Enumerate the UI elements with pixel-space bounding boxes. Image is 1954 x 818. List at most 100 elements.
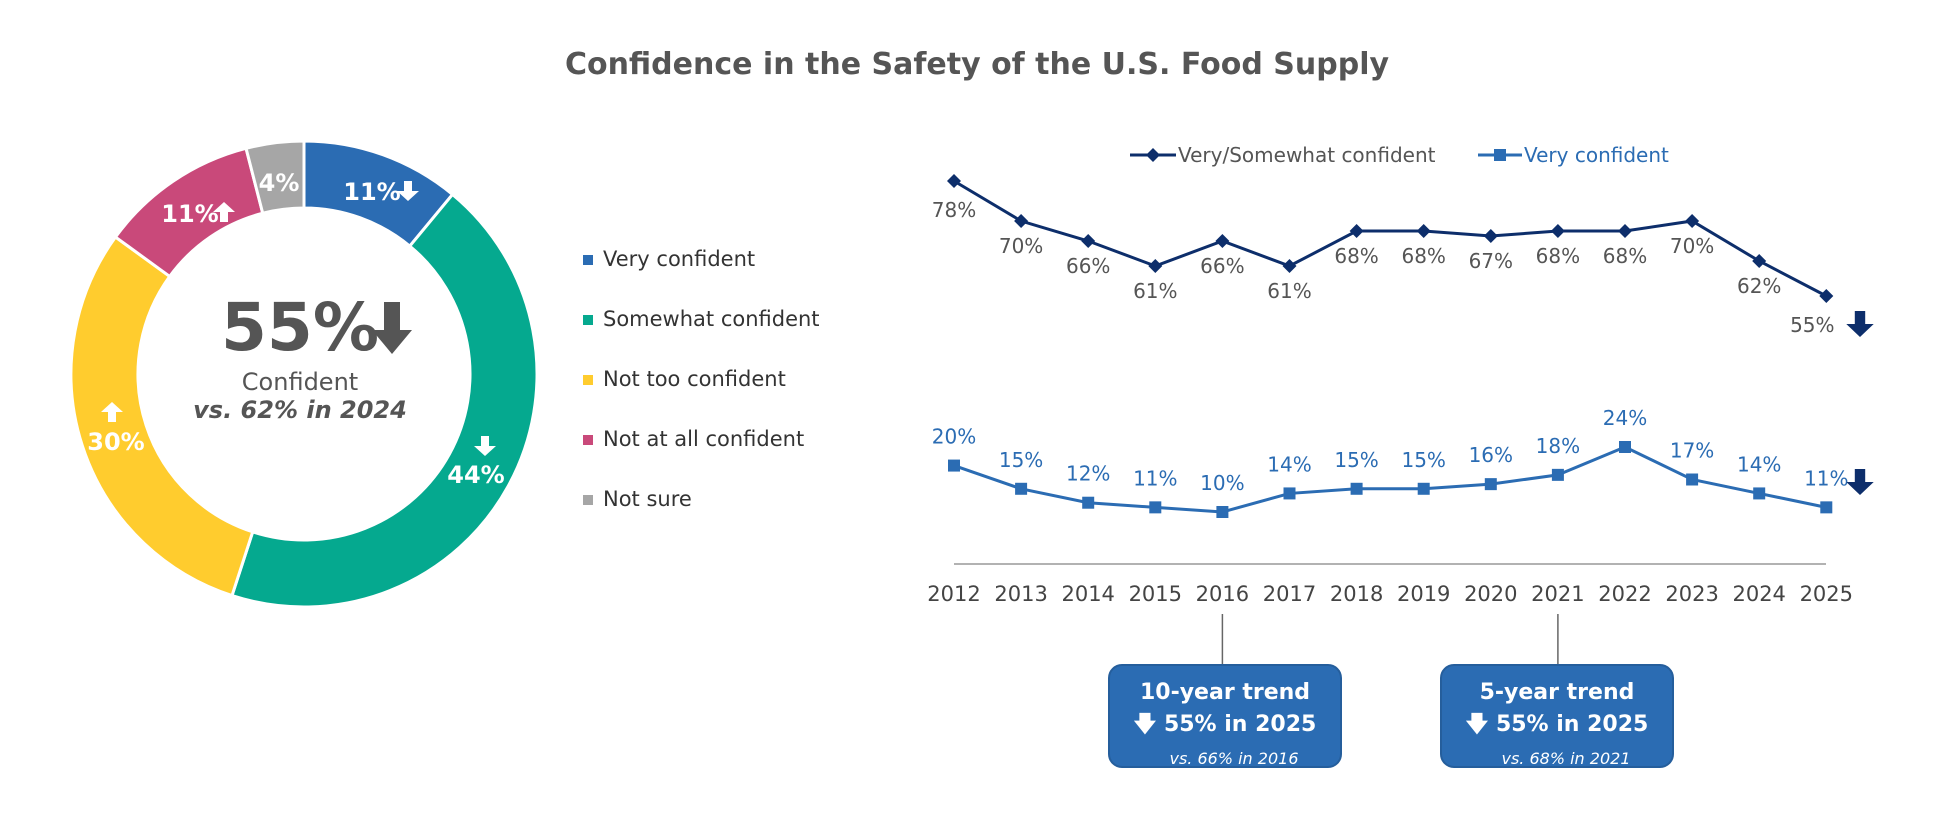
data-point-diamond	[1215, 234, 1230, 248]
data-point-diamond	[1081, 234, 1096, 248]
data-label: 17%	[1670, 439, 1714, 463]
donut-chart: 11% 44% 30% 11% 4%	[69, 139, 539, 609]
trend-headline: 🡇 55% in 2025	[1133, 712, 1317, 737]
x-tick-label: 2014	[1061, 582, 1114, 606]
data-label: 11%	[1804, 466, 1848, 490]
data-point-diamond	[1282, 259, 1297, 273]
data-point-diamond	[1819, 289, 1834, 303]
trend-title: 5-year trend	[1479, 680, 1635, 705]
data-point-diamond	[1685, 214, 1700, 228]
legend-label: Very confident	[603, 247, 755, 271]
data-label: 10%	[1200, 471, 1244, 495]
legend-label: Not at all confident	[603, 427, 804, 451]
donut-slice-label: 4%	[259, 169, 300, 197]
legend-square-icon	[1494, 149, 1506, 161]
data-label: 62%	[1737, 274, 1781, 298]
down-arrow-icon: 🡇	[1465, 712, 1489, 737]
up-arrow-icon	[213, 202, 235, 222]
data-point-square	[1551, 468, 1564, 481]
data-label: 68%	[1603, 244, 1647, 268]
donut-legend: Very confident Somewhat confident Not too …	[583, 247, 820, 511]
data-label: 68%	[1536, 244, 1580, 268]
data-point-diamond	[1483, 229, 1498, 243]
data-label: 68%	[1401, 244, 1445, 268]
x-tick-label: 2020	[1464, 582, 1517, 606]
data-label: 61%	[1133, 279, 1177, 303]
center-compare: vs. 62% in 2024	[193, 396, 407, 424]
series-line-very-confident	[953, 445, 1827, 514]
legend-label: Not sure	[603, 487, 692, 511]
trend-headline: 🡇 55% in 2025	[1465, 712, 1649, 737]
center-label: Confident	[242, 368, 358, 396]
x-tick-label: 2019	[1397, 582, 1450, 606]
trend-title: 10-year trend	[1139, 680, 1311, 705]
legend-swatch	[583, 435, 593, 445]
data-label: 67%	[1469, 249, 1513, 273]
data-point-square	[1082, 496, 1095, 509]
donut-slice-label: 30%	[87, 428, 144, 456]
data-point-square	[1686, 473, 1699, 486]
data-label: 66%	[1200, 254, 1244, 278]
x-tick-label: 2013	[994, 582, 1047, 606]
data-point-diamond	[1148, 259, 1163, 273]
x-tick-label: 2023	[1665, 582, 1718, 606]
data-point-diamond	[1416, 224, 1431, 238]
data-label: 70%	[999, 234, 1043, 258]
x-tick-label: 2017	[1263, 582, 1316, 606]
legend-diamond-icon	[1146, 148, 1160, 162]
data-label: 78%	[932, 198, 976, 222]
data-point-diamond	[1752, 254, 1767, 268]
legend-label: Very/Somewhat confident	[1178, 143, 1436, 167]
legend-label: Not too confident	[603, 367, 786, 391]
legend-swatch	[583, 375, 593, 385]
data-label: 70%	[1670, 234, 1714, 258]
data-label: 61%	[1267, 279, 1311, 303]
trend-box-10-year: 10-year trend 🡇 55% in 2025 vs. 66% in 2…	[1108, 664, 1342, 768]
data-point-square	[1216, 506, 1229, 518]
data-label: 68%	[1334, 244, 1378, 268]
legend-swatch	[583, 495, 593, 505]
x-tick-label: 2012	[927, 582, 980, 606]
center-down-arrow-icon	[372, 302, 412, 354]
data-label: 24%	[1603, 406, 1647, 430]
data-point-square	[1619, 441, 1631, 453]
donut-slice-label: 11%	[161, 200, 218, 228]
data-label: 14%	[1737, 452, 1781, 476]
x-tick-label: 2021	[1531, 582, 1584, 606]
data-point-diamond	[1618, 224, 1632, 238]
down-arrow-icon	[1846, 469, 1874, 495]
data-point-square	[1015, 482, 1028, 495]
data-point-square	[1417, 482, 1430, 495]
chart-title: Confidence in the Safety of the U.S. Foo…	[565, 47, 1390, 82]
data-point-square	[1820, 501, 1833, 514]
data-point-square	[1350, 482, 1363, 495]
donut-slice-label: 11%	[343, 178, 400, 206]
data-label: 15%	[999, 448, 1043, 472]
down-arrow-icon	[397, 181, 419, 201]
data-label: 15%	[1401, 448, 1445, 472]
down-arrow-icon: 🡇	[1133, 712, 1157, 737]
data-label: 15%	[1334, 448, 1378, 472]
data-label: 18%	[1536, 434, 1580, 458]
legend-swatch	[583, 315, 593, 325]
data-point-square	[1283, 487, 1296, 500]
legend-swatch	[583, 255, 593, 265]
donut-slice-not-too-confident	[69, 234, 255, 598]
legend-label: Somewhat confident	[603, 307, 820, 331]
data-point-square	[1149, 501, 1162, 514]
data-point-diamond	[947, 174, 961, 188]
data-label: 12%	[1066, 462, 1110, 486]
data-label: 16%	[1469, 443, 1513, 467]
trend-compare: vs. 68% in 2021	[1501, 749, 1631, 768]
donut-slice-somewhat-confident	[230, 192, 539, 609]
trend-connectors	[1221, 614, 1559, 664]
up-arrow-icon	[101, 402, 123, 422]
center-value: 55%	[221, 289, 379, 366]
data-point-square	[1484, 478, 1497, 491]
data-point-square	[948, 459, 960, 472]
x-tick-label: 2024	[1732, 582, 1785, 606]
line-legend: Very/Somewhat confident Very confident	[1130, 143, 1669, 167]
x-tick-label: 2022	[1598, 582, 1651, 606]
donut-slice-not-sure	[244, 139, 306, 216]
data-label: 66%	[1066, 254, 1110, 278]
